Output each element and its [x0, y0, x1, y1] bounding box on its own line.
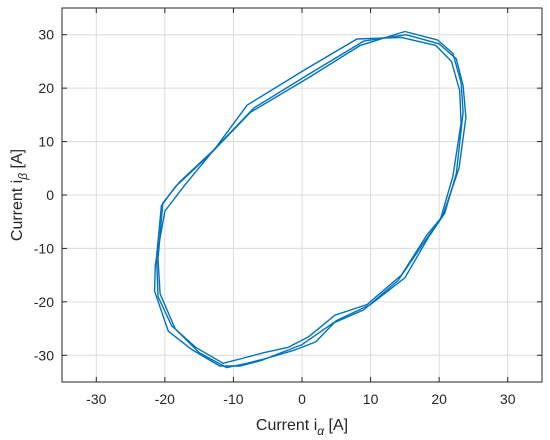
- x-axis-label-sub: α: [317, 424, 325, 438]
- x-axis-label-main: Current i: [256, 417, 317, 434]
- y-tick-label: 30: [38, 27, 54, 43]
- y-axis-label-main: Current i: [9, 180, 26, 241]
- x-tick-label: 10: [363, 391, 379, 407]
- x-tick-label: -20: [155, 391, 175, 407]
- y-axis-label: Current iβ [A]: [9, 149, 30, 241]
- x-axis-label: Current iα [A]: [256, 417, 348, 438]
- series-line-2: [155, 30, 464, 364]
- series-line-3: [153, 36, 462, 367]
- x-tick-label: -30: [86, 391, 106, 407]
- data-series: [153, 30, 467, 369]
- y-tick-label: 0: [46, 187, 54, 203]
- x-tick-label: 0: [298, 391, 306, 407]
- y-tick-label: 10: [38, 134, 54, 150]
- y-tick-label: -30: [34, 347, 54, 363]
- y-axis-label-unit: [A]: [9, 149, 26, 173]
- x-tick-label: -10: [223, 391, 243, 407]
- y-axis-label-sub: β: [16, 173, 30, 181]
- x-axis-label-unit: [A]: [324, 417, 348, 434]
- y-tick-label: 20: [38, 80, 54, 96]
- y-tick-label: -20: [34, 294, 54, 310]
- ticks: -30 -20 -10 0 10 20 30 -30 -20 -10 0 10 20 30: [34, 8, 542, 407]
- x-tick-label: 20: [431, 391, 447, 407]
- y-tick-label: -10: [34, 240, 54, 256]
- x-tick-label: 30: [500, 391, 516, 407]
- grid: [62, 8, 542, 382]
